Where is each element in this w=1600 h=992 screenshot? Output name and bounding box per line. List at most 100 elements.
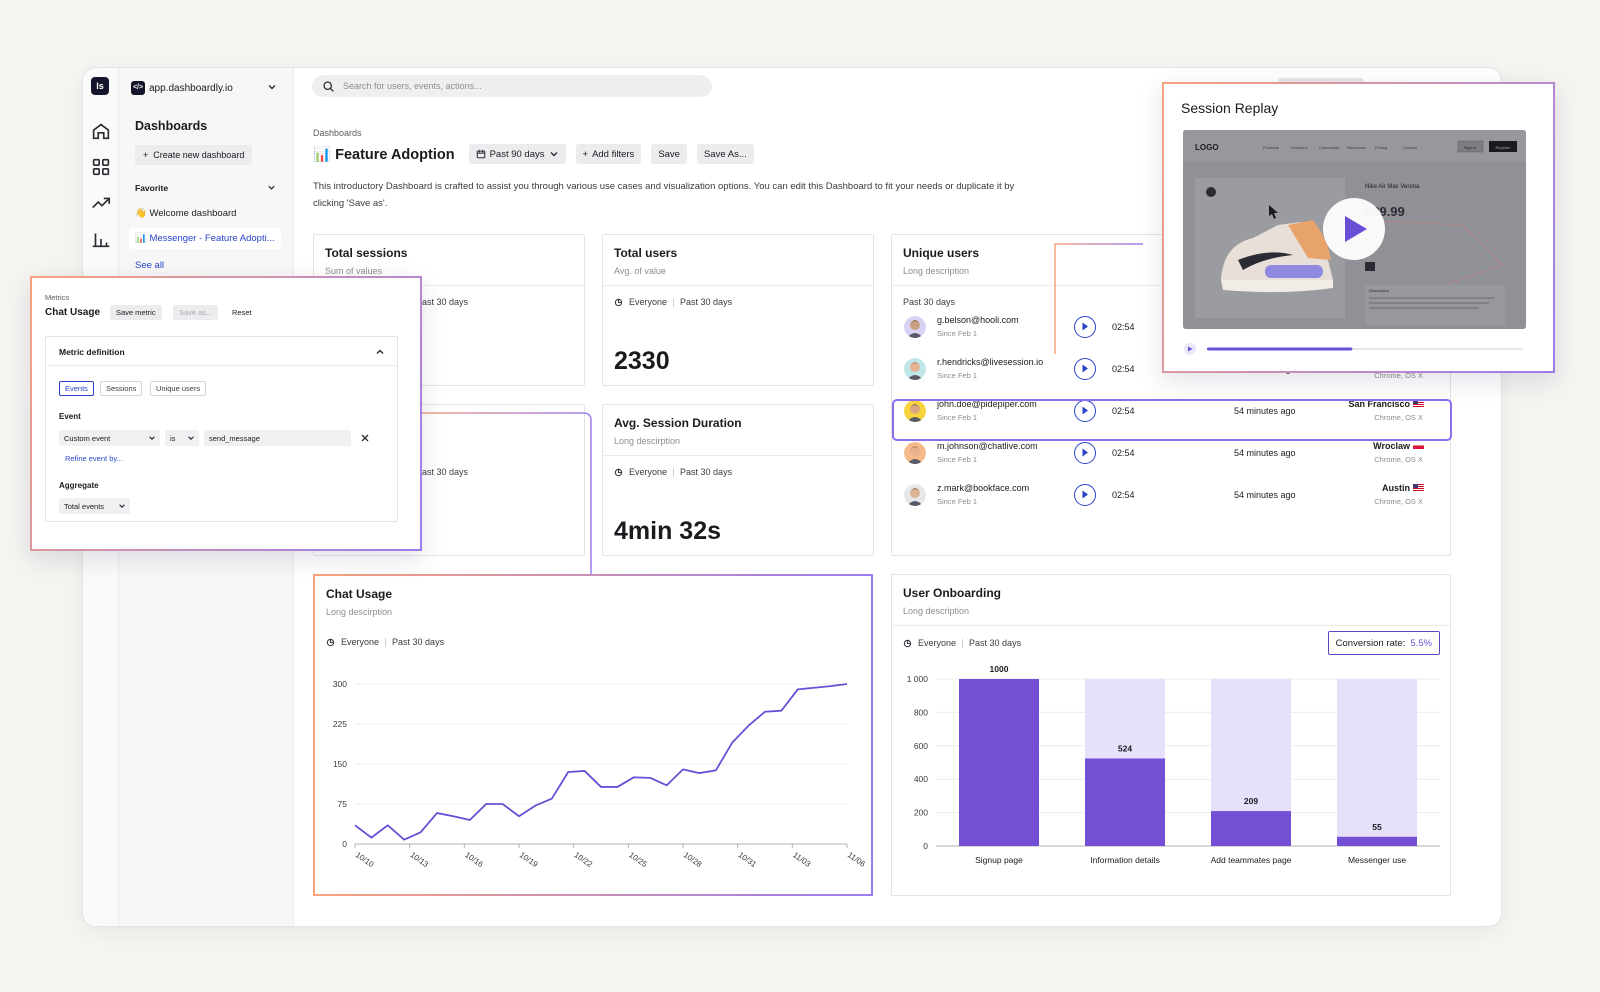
create-dashboard-button[interactable]: + Create new dashboard — [135, 145, 253, 165]
dashboards-icon[interactable] — [90, 156, 112, 178]
x-tick-label: 10/28 — [682, 850, 704, 869]
shoe-sole — [1221, 280, 1333, 293]
session-row[interactable]: z.mark@bookface.com Since Feb 1 02:54 54 mi… — [892, 475, 1450, 517]
play-icon — [1082, 490, 1088, 499]
card-subtitle: Long descirption — [614, 436, 681, 446]
add-filters-button[interactable]: + Add filters — [575, 144, 642, 164]
session-duration: 02:54 — [1112, 490, 1135, 500]
reset-button[interactable]: Reset — [232, 308, 252, 317]
replay-video[interactable]: LOGO Products Solutions Community Resources… — [1183, 130, 1526, 329]
card-filter: Everyone Past 30 days — [326, 637, 444, 647]
heart-icon — [1206, 187, 1216, 197]
play-session-button[interactable] — [1074, 400, 1096, 422]
shoe-airbag — [1265, 265, 1323, 278]
session-row[interactable]: m.johnson@chatlive.com Since Feb 1 02:54 54… — [892, 433, 1450, 475]
chat-usage-line-chart[interactable]: 0 75 150 225 300 10/10 10/13 10/16 10/19 10/22 10/… — [315, 666, 871, 894]
bar[interactable] — [1337, 836, 1417, 846]
x-tick-label: 11/03 — [791, 850, 813, 869]
x-tick-label: 10/19 — [518, 850, 540, 869]
user-email[interactable]: r.hendricks@livesession.io — [937, 357, 1044, 367]
metrics-panel: Metrics Chat Usage Save metric Save as..… — [30, 276, 422, 551]
refine-event-link[interactable]: Refine event by... — [65, 454, 123, 463]
see-all-link[interactable]: See all — [135, 260, 165, 271]
play-icon — [1188, 346, 1193, 352]
play-session-button[interactable] — [1074, 484, 1096, 506]
search-bar[interactable]: Search for users, events, actions... — [312, 75, 712, 97]
avg-session-duration-card[interactable]: Avg. Session Duration Long descirption E… — [602, 404, 874, 556]
search-input[interactable]: Search for users, events, actions... — [343, 81, 482, 91]
conversion-value: 5.5% — [1410, 637, 1432, 649]
event-type-value: Custom event — [64, 433, 111, 443]
session-duration: 02:54 — [1112, 322, 1135, 332]
breadcrumb[interactable]: Dashboards — [313, 128, 362, 138]
save-button[interactable]: Save — [651, 144, 687, 164]
register-button — [1489, 141, 1517, 152]
user-email[interactable]: john.doe@pidepiper.com — [937, 399, 1037, 409]
site-nav-item: Solutions — [1291, 145, 1307, 150]
chat-usage-card[interactable]: Chat Usage Long descirption Everyone Pas… — [313, 574, 873, 896]
tab-events[interactable]: Events — [59, 381, 94, 396]
save-as-button[interactable]: Save as... — [173, 305, 219, 320]
close-icon[interactable] — [360, 433, 370, 443]
bar-chart-icon[interactable] — [90, 228, 112, 250]
progress-bar[interactable] — [1183, 342, 1526, 356]
divider — [314, 285, 584, 286]
operator-select[interactable]: is — [165, 430, 199, 446]
total-users-card[interactable]: Total users Avg. of value Everyone Past … — [602, 234, 874, 386]
chevron-up-icon[interactable] — [375, 347, 385, 357]
y-tick-label: 0 — [342, 839, 347, 849]
session-browser: Chrome, OS X — [1374, 455, 1423, 464]
tab-unique-users[interactable]: Unique users — [150, 381, 207, 396]
sidebar-item-welcome[interactable]: 👋 Welcome dashboard — [135, 208, 237, 219]
play-session-button[interactable] — [1074, 358, 1096, 380]
user-since: Since Feb 1 — [937, 371, 978, 380]
aggregate-select[interactable]: Total events — [59, 498, 130, 514]
chevron-down-icon[interactable] — [267, 82, 277, 92]
separator — [385, 637, 387, 647]
avatar — [904, 316, 926, 338]
bar[interactable] — [1211, 811, 1291, 846]
save-as-button[interactable]: Save As... — [696, 144, 754, 164]
session-row[interactable]: john.doe@pidepiper.com Since Feb 1 02:54 54… — [892, 391, 1450, 433]
save-metric-button[interactable]: Save metric — [110, 305, 162, 320]
metric-value: 2330 — [614, 347, 670, 375]
event-value-input[interactable]: send_message — [204, 430, 351, 446]
size-badge — [1365, 262, 1375, 271]
card-filter: Past 30 days — [416, 467, 468, 477]
card-title: Total users — [614, 246, 678, 260]
card-subtitle: Sum of values — [325, 266, 383, 276]
bar[interactable] — [959, 679, 1039, 846]
replay-title: Session Replay — [1181, 100, 1279, 116]
metric-definition-title: Metric definition — [59, 347, 125, 357]
play-session-button[interactable] — [1074, 316, 1096, 338]
play-session-button[interactable] — [1074, 442, 1096, 464]
description-line — [1369, 302, 1489, 304]
user-onboarding-card[interactable]: User Onboarding Long description Everyon… — [891, 574, 1451, 896]
us-flag-icon — [1413, 484, 1424, 491]
trend-icon[interactable] — [90, 192, 112, 214]
tab-sessions[interactable]: Sessions — [100, 381, 143, 396]
user-email[interactable]: m.johnson@chatlive.com — [937, 441, 1038, 451]
event-type-select[interactable]: Custom event — [59, 430, 160, 446]
conversion-label: Conversion rate: — [1335, 637, 1406, 649]
replay-progress[interactable] — [1183, 342, 1526, 356]
chevron-down-icon[interactable] — [267, 183, 276, 192]
card-filter: Past 30 days — [903, 297, 955, 307]
home-icon[interactable] — [90, 120, 112, 142]
sidebar-item-messenger[interactable]: 📊 Messenger - Feature Adopti... — [129, 228, 281, 249]
plus-icon: + — [143, 150, 149, 160]
bar-value-label: 1000 — [990, 664, 1009, 674]
site-nav-item: Contact — [1403, 145, 1418, 150]
user-since: Since Feb 1 — [937, 497, 978, 506]
favorite-section-label[interactable]: Favorite — [135, 183, 169, 193]
app-logo[interactable]: ls — [91, 77, 109, 95]
date-range-select[interactable]: Past 90 days — [468, 144, 566, 164]
workspace-switcher[interactable]: </> app.dashboardly.io — [131, 79, 233, 97]
shoe-accent — [1288, 220, 1331, 260]
description-label: Description — [1369, 288, 1389, 293]
bar[interactable] — [1085, 758, 1165, 846]
user-email[interactable]: z.mark@bookface.com — [937, 483, 1030, 493]
user-email[interactable]: g.belson@hooli.com — [937, 315, 1019, 325]
chat-usage-series-line[interactable] — [354, 683, 848, 841]
